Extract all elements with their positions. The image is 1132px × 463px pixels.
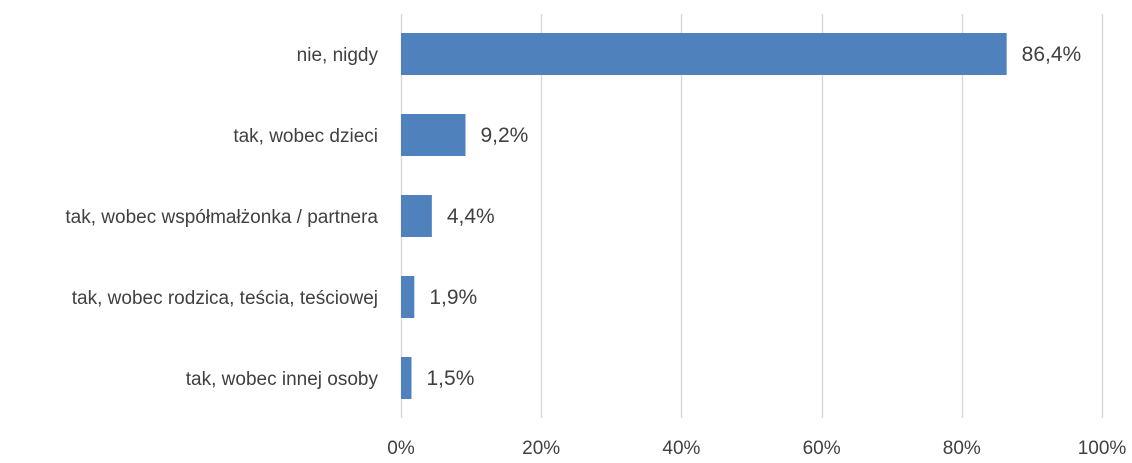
category-label-3: tak, wobec rodzica, teścia, teściowej [72, 288, 378, 309]
bar-4 [401, 357, 412, 399]
data-label-3: 1,9% [429, 286, 477, 309]
category-label-0: nie, nigdy [297, 45, 379, 66]
x-tick-label-0: 0% [387, 438, 415, 458]
bars [401, 33, 1007, 399]
data-labels: 86,4% 9,2% 4,4% 1,9% 1,5% [427, 43, 1082, 390]
x-tick-label-80: 80% [943, 438, 981, 458]
category-label-4: tak, wobec innej osoby [186, 369, 379, 390]
category-label-1: tak, wobec dzieci [233, 126, 378, 147]
category-labels: nie, nigdy tak, wobec dzieci tak, wobec ws… [65, 45, 378, 390]
data-label-2: 4,4% [447, 205, 495, 228]
x-tick-label-20: 20% [522, 438, 560, 458]
x-tick-label-60: 60% [803, 438, 841, 458]
bar-3 [401, 276, 415, 318]
data-label-4: 1,5% [427, 367, 475, 390]
bar-2 [401, 195, 432, 237]
data-label-0: 86,4% [1022, 43, 1082, 66]
x-tick-label-100: 100% [1078, 438, 1127, 458]
x-axis-tick-labels: 0% 20% 40% 60% 80% 100% [387, 438, 1127, 459]
bar-0 [401, 33, 1007, 75]
bar-1 [401, 114, 466, 156]
data-label-1: 9,2% [480, 124, 528, 147]
x-tick-label-40: 40% [662, 438, 700, 458]
category-label-2: tak, wobec współmałżonka / partnera [65, 207, 378, 228]
gridlines [400, 14, 1104, 418]
